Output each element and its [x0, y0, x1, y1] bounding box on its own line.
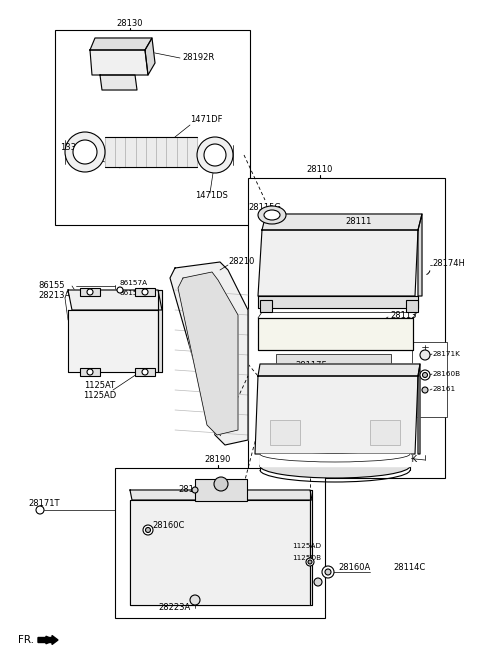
Circle shape: [422, 372, 428, 378]
Polygon shape: [418, 364, 420, 454]
Text: 28210: 28210: [228, 257, 254, 267]
Bar: [115, 468, 325, 618]
Text: 28171K: 28171K: [432, 351, 460, 357]
Polygon shape: [178, 272, 238, 435]
Bar: [135, 368, 155, 376]
Polygon shape: [260, 454, 410, 466]
Polygon shape: [90, 50, 148, 75]
Text: 28160A: 28160A: [338, 564, 370, 572]
Circle shape: [314, 578, 322, 586]
Text: 28223A: 28223A: [159, 603, 191, 612]
Text: 28160B: 28160B: [432, 371, 460, 377]
Polygon shape: [130, 490, 312, 500]
Circle shape: [145, 527, 151, 533]
Polygon shape: [68, 290, 162, 310]
Text: 1471DF: 1471DF: [190, 115, 223, 125]
Circle shape: [117, 287, 123, 293]
Ellipse shape: [258, 206, 286, 224]
Text: 1125DB: 1125DB: [292, 555, 321, 561]
Text: 1125AD: 1125AD: [84, 391, 117, 399]
Polygon shape: [158, 290, 162, 372]
Polygon shape: [258, 364, 420, 376]
Polygon shape: [258, 296, 418, 308]
Text: 28160C: 28160C: [152, 521, 184, 529]
Text: 1125AD: 1125AD: [292, 543, 321, 549]
Polygon shape: [310, 490, 312, 605]
Bar: [248, 178, 445, 478]
Circle shape: [306, 558, 314, 566]
Text: 28112: 28112: [310, 370, 336, 380]
Text: 28130: 28130: [117, 18, 143, 28]
Bar: [270, 420, 300, 445]
Text: 13336: 13336: [60, 143, 87, 152]
Text: 28111: 28111: [345, 218, 372, 226]
Text: 28192R: 28192R: [182, 53, 214, 63]
Circle shape: [87, 289, 93, 295]
Polygon shape: [68, 310, 158, 372]
Text: 28115G: 28115G: [248, 203, 281, 211]
Bar: [80, 288, 100, 296]
Circle shape: [204, 144, 226, 166]
Polygon shape: [258, 230, 418, 296]
Text: 28161: 28161: [432, 386, 455, 392]
Polygon shape: [255, 376, 418, 454]
Text: 28139K: 28139K: [385, 455, 417, 465]
Text: 86155: 86155: [38, 280, 64, 290]
Circle shape: [420, 370, 430, 380]
Bar: [135, 288, 155, 296]
Text: FR.: FR.: [18, 635, 34, 645]
Polygon shape: [100, 75, 137, 90]
Circle shape: [197, 137, 233, 173]
Bar: [276, 354, 391, 368]
Circle shape: [420, 350, 430, 360]
Text: 28113: 28113: [390, 310, 417, 319]
Bar: [80, 368, 100, 376]
Bar: [55, 30, 250, 225]
Circle shape: [36, 506, 44, 514]
Text: 28213A: 28213A: [38, 290, 70, 300]
Text: 86157A: 86157A: [120, 280, 148, 286]
Text: 28174H: 28174H: [432, 259, 465, 267]
Circle shape: [214, 477, 228, 491]
Polygon shape: [105, 137, 197, 167]
Bar: [258, 318, 413, 350]
Circle shape: [325, 569, 331, 575]
Text: 86156: 86156: [120, 290, 143, 296]
Ellipse shape: [260, 454, 410, 478]
Bar: [260, 300, 272, 312]
Circle shape: [73, 140, 97, 164]
Text: 28171T: 28171T: [28, 498, 60, 508]
Text: 1471DS: 1471DS: [195, 191, 228, 199]
Polygon shape: [418, 214, 422, 296]
Bar: [195, 479, 247, 501]
Circle shape: [322, 566, 334, 578]
Circle shape: [422, 387, 428, 393]
Circle shape: [190, 595, 200, 605]
Bar: [130, 500, 310, 605]
Circle shape: [142, 289, 148, 295]
Text: 28110: 28110: [307, 166, 333, 174]
Bar: [406, 300, 418, 312]
Text: 28190: 28190: [205, 455, 231, 465]
Circle shape: [65, 132, 105, 172]
Circle shape: [192, 487, 198, 493]
Text: 28114C: 28114C: [393, 564, 425, 572]
Circle shape: [143, 525, 153, 535]
Text: 28161E: 28161E: [178, 486, 210, 494]
Ellipse shape: [264, 210, 280, 220]
Circle shape: [142, 369, 148, 375]
FancyArrow shape: [38, 636, 58, 645]
Text: 1125AT: 1125AT: [84, 381, 116, 389]
Polygon shape: [170, 262, 248, 445]
Circle shape: [308, 560, 312, 564]
Bar: [412, 342, 447, 417]
Circle shape: [87, 369, 93, 375]
Polygon shape: [145, 38, 155, 75]
Text: 28117F: 28117F: [295, 360, 326, 370]
Polygon shape: [262, 214, 422, 230]
Bar: [258, 318, 413, 350]
Bar: [370, 420, 400, 445]
Polygon shape: [90, 38, 152, 50]
